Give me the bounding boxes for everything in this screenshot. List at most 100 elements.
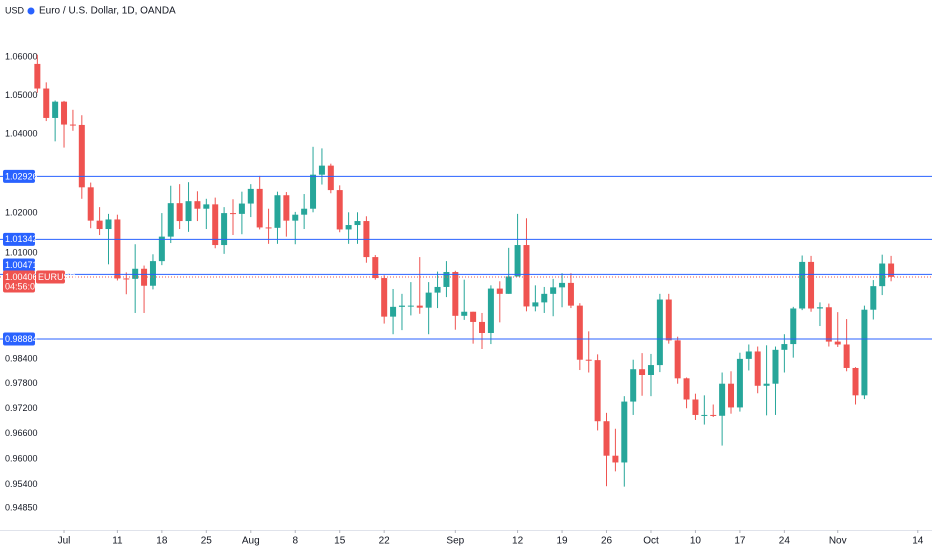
candle-body [158,236,165,262]
candle-body [834,341,841,345]
price-label-box [3,258,35,272]
candle-body [381,278,388,317]
y-tick-label: 0.97200 [5,403,38,413]
candle-body [194,201,201,209]
candle-body [114,219,121,279]
y-tick-label: 1.02000 [5,207,38,217]
candle-body [888,263,895,277]
candle-body [274,195,281,228]
candle-body [772,349,779,384]
candle-body [505,276,512,294]
x-tick-label: 17 [734,536,746,547]
candle-body [425,292,432,308]
candle-body [96,220,103,230]
x-tick-label: Nov [829,536,847,547]
candle-body [692,399,699,415]
candle-body [594,360,601,422]
candle-body [221,213,228,246]
candle-body [639,369,646,375]
candle-body [612,455,619,463]
candle-body [69,124,76,126]
candle-body [416,305,423,308]
x-tick-label: Oct [643,536,659,547]
candle-body [167,203,174,237]
candle-body [825,307,832,342]
candle-body [496,288,503,294]
candle-body [523,245,530,307]
symbol-label: EURUSD [38,272,77,282]
candle-body [238,203,245,214]
candle-body [843,344,850,368]
x-tick-label: 11 [112,536,123,547]
candle-body [185,201,192,222]
candle-body [816,307,823,309]
candle-body [514,245,521,277]
candle-body [461,311,468,316]
x-tick-label: Sep [446,536,464,547]
x-tick-label: 19 [556,536,568,547]
candle-body [790,308,797,345]
last-price-label: 1.00406 [5,272,38,282]
y-tick-label: 1.01000 [5,247,38,257]
candle-body [541,293,548,303]
candle-body [443,271,450,287]
currency-label: USD [5,5,25,15]
candle-body [665,299,672,341]
candle-body [719,383,726,416]
candle-body [808,261,815,309]
chart-title: Euro / U.S. Dollar, 1D, OANDA [39,6,176,17]
y-tick-label: 0.98400 [5,353,38,363]
price-label-box [3,232,35,246]
candle-body [621,401,628,463]
candle-body [265,227,272,229]
candle-body [336,190,343,230]
candle-body [256,188,263,228]
x-tick-label: 18 [156,536,168,547]
candle-body [585,359,592,361]
candle-body [745,351,752,359]
x-tick-label: 8 [292,536,298,547]
candle-body [852,367,859,396]
y-tick-label: 1.06000 [5,51,38,61]
y-tick-label: 1.04000 [5,129,38,139]
candle-body [203,204,210,209]
candle-body [434,286,441,293]
x-tick-label: 14 [912,536,924,547]
y-tick-label: 0.94850 [5,502,38,512]
countdown-label: 04:56:02 [5,281,40,291]
y-tick-label: 0.95400 [5,479,38,489]
price-label-box [3,332,35,346]
candle-body [132,268,139,279]
candle-body [479,321,486,333]
candle-body [487,288,494,333]
x-tick-label: 25 [201,536,213,547]
candle-body [470,311,477,322]
y-tick-label: 1.05000 [5,90,38,100]
candle-body [87,187,94,221]
candle-body [861,309,868,396]
x-tick-label: 22 [379,536,391,547]
candle-body [212,204,219,246]
candle-body [61,101,68,125]
candle-body [78,124,85,188]
candle-body [247,188,254,204]
candle-body [283,195,290,221]
x-tick-label: 24 [779,536,791,547]
y-tick-label: 0.96000 [5,453,38,463]
candle-body [176,203,183,222]
price-label-box [3,169,35,183]
candle-body [736,358,743,408]
x-tick-label: 10 [690,536,702,547]
candle-body [34,63,41,89]
y-tick-label: 0.96600 [5,428,38,438]
last-price-box [3,270,35,293]
candle-body [230,213,236,215]
price-label: 1.02926 [5,171,38,181]
candle-body [292,214,299,221]
price-label: 0.98884 [5,334,38,344]
price-label: 1.00471 [5,260,38,270]
candle-body [532,302,539,307]
candle-body [318,165,325,175]
